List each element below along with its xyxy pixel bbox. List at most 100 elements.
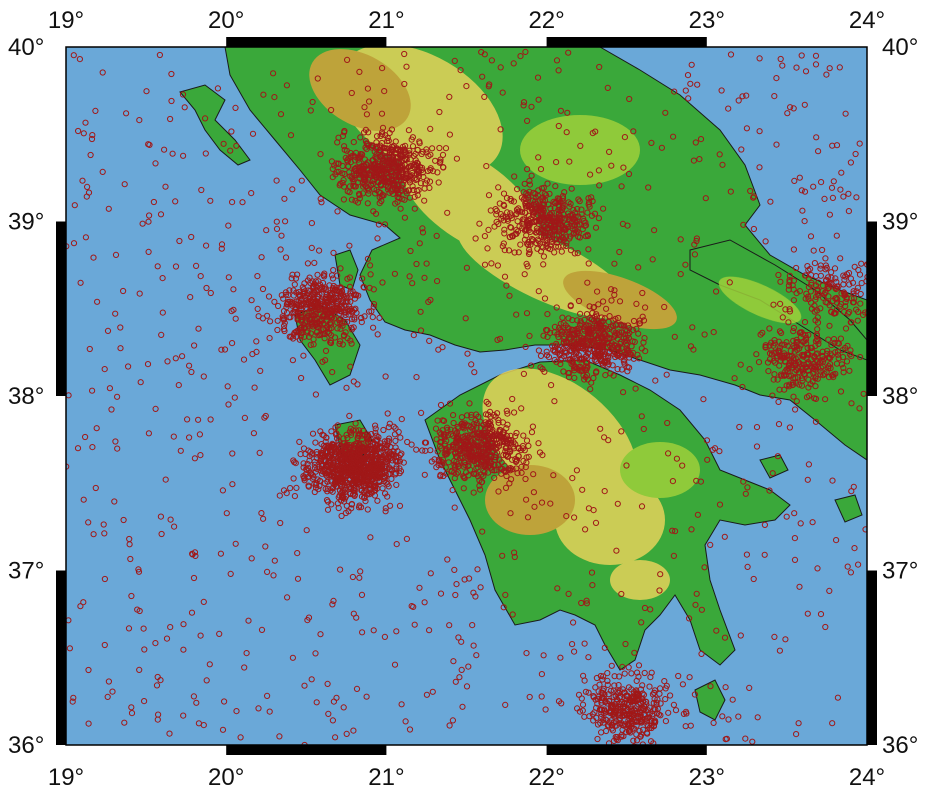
epicenter-marker [392,425,399,432]
epicenter-marker [450,412,457,419]
epicenter-marker [388,188,395,195]
epicenter-marker [274,317,281,324]
epicenter-marker [423,177,430,184]
epicenter-marker [514,186,521,193]
epicenter-marker [378,166,386,173]
epicenter-marker [882,326,887,331]
epicenter-marker [633,325,640,332]
epicenter-marker [662,718,670,725]
epicenter-marker [544,333,551,340]
epicenter-marker [392,437,399,444]
epicenter-marker [384,184,391,191]
epicenter-marker [551,249,558,256]
epicenter-marker [278,292,285,299]
epicenter-marker [526,181,534,188]
epicenter-marker [396,194,403,202]
epicenter-marker [805,384,812,391]
epicenter-marker [372,453,379,460]
epicenter-marker [346,183,354,190]
epicenter-marker [548,382,555,389]
epicenter-marker [528,362,535,369]
epicenter-marker [630,355,637,362]
epicenter-marker [778,372,785,379]
latitude-label-right: 36° [882,732,918,759]
epicenter-marker [579,226,586,233]
epicenter-marker [587,386,594,393]
epicenter-marker [624,322,632,329]
epicenter-marker [384,438,391,445]
epicenter-marker [526,188,533,195]
epicenter-marker [308,291,315,298]
epicenter-marker [499,429,506,436]
epicenter-marker [334,325,341,332]
epicenter-marker [549,342,556,349]
epicenter-marker [793,343,801,350]
epicenter-marker [500,438,507,445]
epicenter-marker [558,215,565,222]
epicenter-marker [356,159,363,166]
frame-bar-segment [867,221,877,396]
epicenter-marker [848,400,855,407]
epicenter-marker [362,482,369,490]
epicenter-marker [364,159,371,166]
epicenter-marker [339,461,346,468]
epicenter-marker [314,271,321,278]
longitude-label-top: 20° [208,7,244,34]
epicenter-marker [600,673,607,680]
epicenter-marker [290,287,297,294]
epicenter-marker [282,291,290,298]
epicenter-marker [846,367,853,374]
epicenter-marker [346,442,353,449]
epicenter-marker [620,335,628,342]
epicenter-marker [598,320,605,327]
epicenter-marker [326,454,333,461]
epicenter-marker [470,470,477,477]
epicenter-marker [323,317,330,325]
epicenter-marker [363,491,370,498]
epicenter-marker [586,199,593,206]
epicenter-marker [361,129,368,136]
epicenter-marker [368,443,375,450]
epicenter-marker [419,447,426,454]
epicenter-marker [547,242,554,249]
epicenter-marker [665,709,672,716]
epicenter-marker [503,407,510,414]
epicenter-marker [563,349,570,356]
epicenter-marker [809,378,816,385]
epicenter-marker [833,360,841,367]
epicenter-marker [440,417,448,424]
epicenter-marker [565,328,572,335]
epicenter-marker [487,451,494,458]
epicenter-marker [317,428,324,435]
epicenter-marker [406,177,413,184]
epicenter-marker [605,740,613,745]
epicenter-marker [307,341,314,348]
epicenter-marker [773,355,780,362]
epicenter-marker [306,288,313,295]
epicenter-marker [329,275,337,282]
epicenter-marker [364,469,371,476]
epicenter-marker [339,494,346,501]
epicenter-marker [543,326,550,334]
epicenter-marker [353,292,360,299]
longitude-label-bottom: 22° [528,764,564,791]
epicenter-marker [603,340,611,347]
epicenter-marker [790,393,797,400]
epicenter-marker [323,434,330,441]
epicenter-marker [350,139,357,146]
epicenter-marker [539,197,547,204]
epicenter-marker [440,164,447,171]
epicenter-marker [346,169,353,176]
epicenter-marker [610,687,617,694]
latitude-label-right: 40° [882,34,918,61]
epicenter-marker [475,438,482,446]
epicenter-marker [621,360,628,367]
epicenter-marker [604,670,611,677]
epicenter-marker [597,329,604,336]
epicenter-marker [298,309,305,316]
epicenter-marker [395,165,403,172]
epicenter-marker [506,480,513,487]
epicenter-marker [500,217,507,224]
epicenter-marker [814,375,821,382]
epicenter-marker [335,168,342,175]
